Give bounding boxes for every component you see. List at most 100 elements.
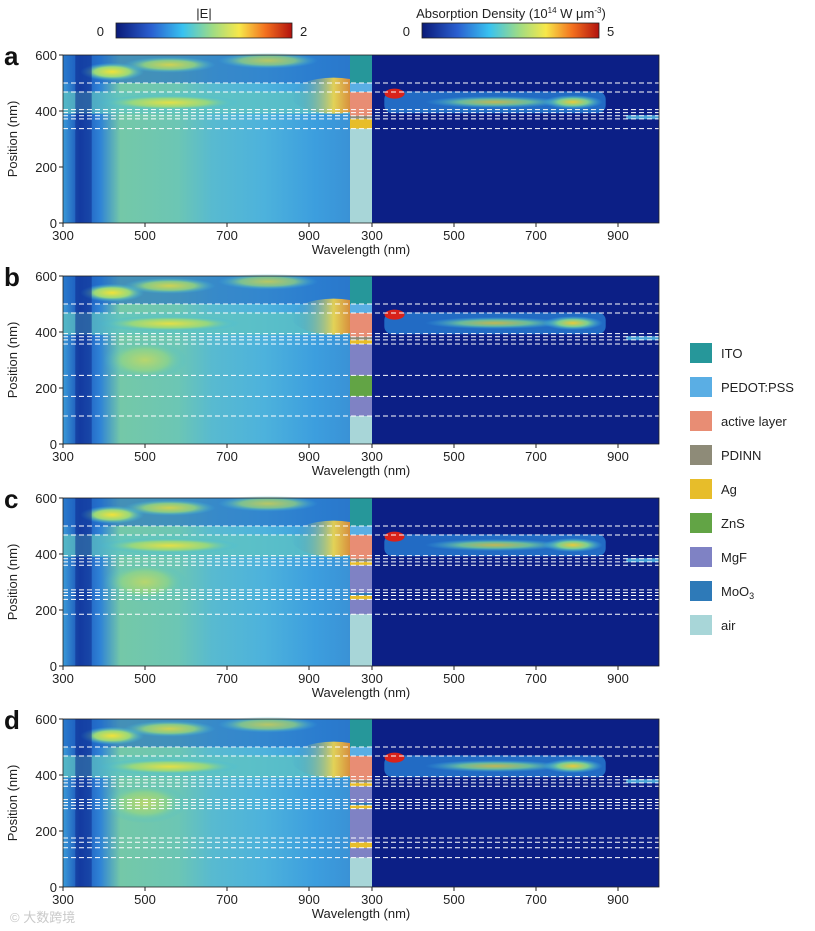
x-tick-label-right: 300 xyxy=(361,671,383,686)
stack-layer-ag xyxy=(350,339,372,345)
absorption-hotspot xyxy=(384,88,405,99)
stack-layer-pedot-pss xyxy=(350,83,372,92)
stack-b xyxy=(350,276,372,444)
y-tick-label: 200 xyxy=(35,381,57,396)
x-tick-label-left: 500 xyxy=(134,671,156,686)
stack-layer-ito xyxy=(350,498,372,526)
absorption-map-d xyxy=(372,719,659,887)
stack-layer-ito xyxy=(350,55,372,83)
field-colorbar-max: 2 xyxy=(300,24,307,39)
x-tick-label-left: 300 xyxy=(52,449,74,464)
field-lobe xyxy=(103,340,187,380)
absorption-title-prefix: Absorption Density (10 xyxy=(416,6,548,21)
field-colorbar-gradient xyxy=(115,22,293,39)
legend-label: ITO xyxy=(721,346,742,361)
legend-item: active layer xyxy=(690,411,787,431)
absorption-ag-trace xyxy=(626,336,659,341)
panel-frame xyxy=(62,275,660,445)
panel-c: c 0 200 400 600 Position (nm) 300 500 700 900 300 5… xyxy=(4,484,660,700)
y-tick-label: 0 xyxy=(50,880,57,895)
x-tick-label-left: 900 xyxy=(298,449,320,464)
field-colorbar: |E| 0 2 xyxy=(97,6,307,39)
x-tick-label-right: 700 xyxy=(525,449,547,464)
x-tick-label-left: 700 xyxy=(216,671,238,686)
legend-label: MgF xyxy=(721,550,747,565)
field-fringe xyxy=(218,716,318,733)
field-fringe xyxy=(123,56,216,73)
field-fringe xyxy=(99,758,240,775)
x-tick-label-right: 500 xyxy=(443,449,465,464)
x-tick-label-right: 500 xyxy=(443,671,465,686)
x-tick-label-right: 700 xyxy=(525,671,547,686)
absorption-colorbar-gradient xyxy=(421,22,600,39)
x-axis-title: Wavelength (nm) xyxy=(312,906,411,921)
y-tick-label: 200 xyxy=(35,603,57,618)
y-tick-label: 400 xyxy=(35,768,57,783)
legend-swatch xyxy=(690,343,712,363)
x-tick-label-right: 900 xyxy=(607,892,629,907)
legend-label: air xyxy=(721,618,736,633)
legend-label: PEDOT:PSS xyxy=(721,380,794,395)
x-tick-label-right: 300 xyxy=(361,449,383,464)
stack-layer-mgf xyxy=(350,808,372,843)
stack-layer-air xyxy=(350,128,372,223)
y-tick-label: 0 xyxy=(50,437,57,452)
y-tick-label: 400 xyxy=(35,325,57,340)
field-uv-stripe xyxy=(75,498,92,666)
legend-label: Ag xyxy=(721,482,737,497)
x-tick-label-left: 900 xyxy=(298,671,320,686)
x-axis-title: Wavelength (nm) xyxy=(312,463,411,478)
absorption-peak xyxy=(542,759,603,774)
absorption-ag-trace xyxy=(626,779,659,784)
legend-swatch xyxy=(690,445,712,465)
y-tick-label: 600 xyxy=(35,48,57,63)
x-tick-label-right: 500 xyxy=(443,892,465,907)
field-lobe xyxy=(103,783,187,823)
legend-swatch xyxy=(690,479,712,499)
legend-item: PDINN xyxy=(690,445,761,465)
field-uv-stripe xyxy=(75,719,92,887)
y-tick-label: 400 xyxy=(35,547,57,562)
x-tick-label-left: 700 xyxy=(216,449,238,464)
panel-a: a 0 200 400 600 Position (nm) 300 500 700 900 300 5… xyxy=(4,41,660,257)
absorption-title-exp: 14 xyxy=(548,6,557,15)
stack-layer-ito xyxy=(350,276,372,304)
stack-layer-zns xyxy=(350,375,372,397)
legend-swatch xyxy=(690,377,712,397)
absorption-peak xyxy=(542,95,603,110)
x-tick-label-right: 900 xyxy=(607,671,629,686)
y-tick-label: 600 xyxy=(35,491,57,506)
layer-legend: ITO PEDOT:PSS active layer PDINN Ag ZnS MgF MoO… xyxy=(690,343,794,635)
stack-layer-active-layer xyxy=(350,755,372,780)
stack-layer-mgf xyxy=(350,344,372,376)
stack-layer-moo3 xyxy=(350,802,372,806)
stack-layer-moo3 xyxy=(350,592,372,596)
absorption-peak xyxy=(542,538,603,553)
stack-layer-ag xyxy=(350,118,372,129)
absorption-peak xyxy=(425,760,565,773)
field-fringe xyxy=(123,720,216,737)
x-tick-label-left: 700 xyxy=(216,228,238,243)
legend-item: ITO xyxy=(690,343,742,363)
x-tick-label-left: 300 xyxy=(52,228,74,243)
stack-layer-pedot-pss xyxy=(350,747,372,756)
y-tick-label: 400 xyxy=(35,104,57,119)
x-tick-label-left: 700 xyxy=(216,892,238,907)
stack-layer-ag xyxy=(350,782,372,787)
legend-item: PEDOT:PSS xyxy=(690,377,794,397)
x-tick-label-right: 700 xyxy=(525,228,547,243)
y-tick-label: 0 xyxy=(50,216,57,231)
watermark-text: © 大数跨境 xyxy=(10,910,75,925)
y-tick-label: 200 xyxy=(35,160,57,175)
stack-layer-ito xyxy=(350,719,372,747)
stack-layer-pdinn xyxy=(350,558,372,562)
stack-layer-active-layer xyxy=(350,312,372,337)
y-axis-title: Position (nm) xyxy=(5,322,20,399)
y-tick-label: 0 xyxy=(50,659,57,674)
x-axis-title: Wavelength (nm) xyxy=(312,685,411,700)
absorption-peak xyxy=(542,316,603,331)
stack-layer-pdinn xyxy=(350,779,372,783)
absorption-title-exp2: -3 xyxy=(594,6,602,15)
legend-label: active layer xyxy=(721,414,787,429)
